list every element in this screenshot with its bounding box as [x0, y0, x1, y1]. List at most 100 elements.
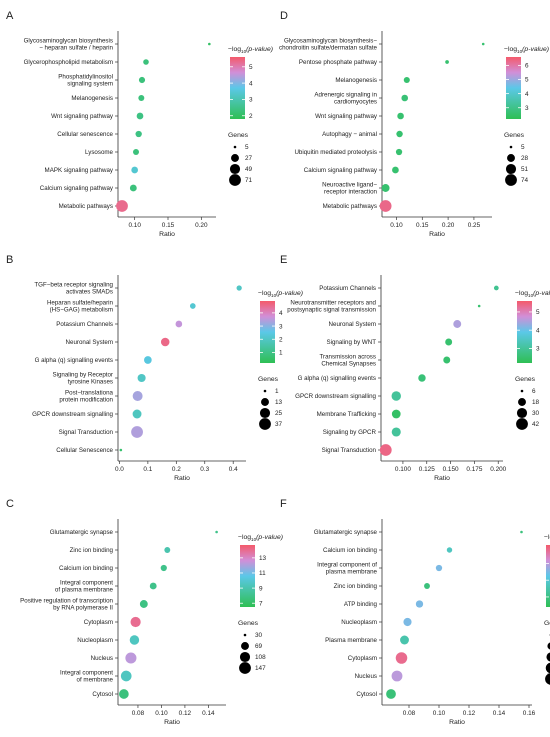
data-point: [386, 689, 396, 699]
category-label: Glycosaminoglycan biosynthesis−chondroit…: [279, 38, 378, 52]
data-point: [131, 426, 143, 438]
category-label-line: Glycerophospholipid metabolism: [24, 59, 113, 66]
data-point: [164, 547, 170, 553]
size-legend-label: 147: [255, 665, 266, 672]
category-label-line: Signaling by WNT: [326, 339, 376, 346]
category-label-line: Lysosome: [85, 149, 114, 156]
category-label: Neuronal System: [329, 321, 376, 328]
size-legend-dot: [521, 390, 524, 393]
category-label-line: Integral component: [60, 670, 113, 677]
category-label-line: Cytoplasm: [84, 619, 113, 626]
colorbar-tick-label: 1: [279, 350, 283, 357]
data-point: [116, 200, 128, 212]
category-label-line: of plasma membrane: [55, 587, 114, 594]
data-point: [392, 391, 401, 400]
category-label-line: GPCR downstream signalling: [32, 411, 113, 418]
x-tick-label: 0.4: [229, 466, 238, 473]
legend-title-prefix: −log: [258, 290, 271, 297]
data-point: [396, 652, 408, 664]
category-label: Signal Transduction: [322, 447, 377, 454]
colorbar-tick-label: 13: [259, 555, 267, 562]
category-label: Signal Transduction: [59, 429, 114, 436]
size-legend-dot: [244, 634, 247, 637]
legend-title-suffix: (p-value): [256, 534, 283, 541]
category-label-line: Cytosol: [92, 691, 113, 698]
legend-title-prefix: −log: [238, 534, 251, 541]
data-point: [135, 131, 141, 137]
colorbar-tick-label: 4: [536, 327, 540, 334]
category-label: Nucleus: [355, 673, 377, 680]
size-legend-label: 30: [532, 410, 540, 417]
size-legend-label: 108: [255, 654, 266, 661]
category-label: Wnt signaling pathway: [315, 113, 378, 120]
category-label: Cytoplasm: [348, 655, 377, 662]
category-label: Zinc ion binding: [334, 583, 378, 590]
size-legend-dot: [505, 174, 517, 186]
legend-title-prefix: −log: [544, 534, 550, 541]
category-label-line: Glycosaminoglycan biosynthesis: [24, 38, 113, 45]
category-label-line: Integral component: [60, 580, 113, 587]
category-label: Melanogenesis: [71, 95, 113, 102]
category-label-line: Calcium signaling pathway: [40, 185, 114, 192]
size-legend-dot: [230, 164, 240, 174]
data-point: [190, 303, 196, 309]
category-label-line: cardiomyocytes: [334, 99, 377, 106]
category-label-line: Neurotransmitter receptors and: [290, 300, 376, 307]
data-point: [445, 339, 452, 346]
data-point: [403, 618, 411, 626]
category-label: Glycosaminoglycan biosynthesis− heparan …: [24, 38, 114, 52]
category-label: Metabolic pathways: [323, 203, 377, 210]
colorbar: [506, 57, 521, 119]
category-label-line: Wnt signaling pathway: [51, 113, 114, 120]
category-label-line: G alpha (q) signalling events: [35, 357, 113, 364]
data-point: [131, 617, 141, 627]
data-point: [120, 449, 123, 452]
category-label: MAPK signaling pathway: [45, 167, 114, 174]
category-label: Calcium ion binding: [59, 565, 114, 572]
x-tick-label: 0.14: [493, 710, 506, 717]
data-point: [161, 565, 167, 571]
size-legend-dot: [260, 408, 270, 418]
x-tick-label: 0.14: [202, 710, 215, 717]
category-label-line: Glutamatergic synapse: [314, 529, 378, 536]
category-label: Neuronal System: [66, 339, 113, 346]
category-label-line: chondroitin sulfate/dermatan sulfate: [279, 45, 378, 52]
colorbar: [517, 301, 532, 363]
category-label: Potassium Channels: [56, 321, 113, 328]
category-label-line: Nucleus: [355, 673, 377, 680]
x-tick-label: 0.10: [155, 710, 168, 717]
size-legend-dot: [240, 652, 250, 662]
x-axis-label: Ratio: [159, 231, 175, 238]
category-label-line: Wnt signaling pathway: [315, 113, 378, 120]
category-label-line: ATP binding: [344, 601, 378, 608]
x-tick-label: 0.12: [179, 710, 192, 717]
data-point: [121, 671, 132, 682]
x-tick-label: 0.20: [442, 222, 455, 229]
category-label: Glutamatergic synapse: [314, 529, 378, 536]
size-legend-dot: [259, 418, 271, 430]
data-point: [130, 185, 137, 192]
category-label: Glycerophospholipid metabolism: [24, 59, 113, 66]
data-point: [133, 391, 143, 401]
category-label-line: plasma membrane: [326, 569, 378, 576]
category-label: Ubiquitin mediated proteolysis: [294, 149, 377, 156]
category-label: Calcium ion binding: [323, 547, 378, 554]
category-label-line: Signaling by Receptor: [52, 372, 113, 379]
colorbar-tick-label: 3: [279, 323, 283, 330]
category-label-line: postsynaptic signal transmission: [287, 307, 376, 314]
data-point: [396, 131, 402, 137]
category-label: Potassium Channels: [319, 285, 376, 292]
x-tick-label: 0.15: [416, 222, 429, 229]
data-point: [424, 583, 430, 589]
x-axis-label: Ratio: [174, 475, 190, 482]
x-tick-label: 0.2: [172, 466, 181, 473]
size-legend-dot: [546, 652, 550, 661]
